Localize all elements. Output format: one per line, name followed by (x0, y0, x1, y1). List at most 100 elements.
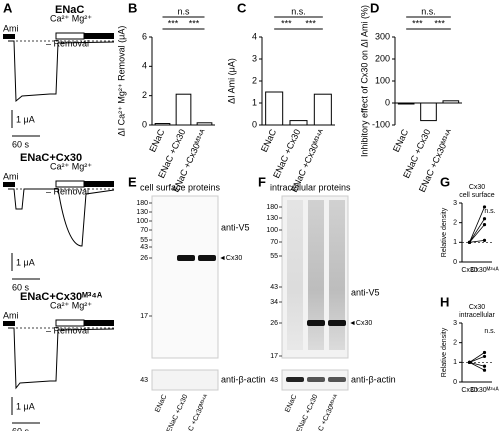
marker-label: 55 (270, 253, 278, 260)
ami-bar (84, 33, 114, 39)
point (482, 205, 487, 209)
chart-subtitle: intracellular (459, 312, 495, 319)
time-scale: 60 s (12, 139, 30, 149)
ions-label: Ca²⁺ Mg²⁺ (50, 13, 92, 23)
antibody-label: anti-V5 (351, 287, 380, 297)
smear (308, 200, 324, 350)
significance-label: *** (305, 18, 316, 28)
x-tick-label: Cx30ᴹ³⁴ᴬ (470, 266, 499, 274)
bar (313, 93, 332, 126)
bar (289, 120, 308, 126)
y-axis-label: Relative density (441, 327, 448, 377)
x-tick-label: ENaC (259, 127, 278, 153)
marker-label: 100 (136, 218, 148, 225)
bar (265, 91, 284, 126)
y-tick-label: 4 (252, 31, 257, 41)
chart-title: Cx30 (469, 184, 485, 191)
blot-band (328, 320, 346, 326)
significance-label: n.s. (484, 208, 495, 215)
y-tick-label: 100 (375, 75, 390, 85)
chart-title: Cx30 (469, 304, 485, 311)
panel-letter: D (370, 0, 379, 15)
actin-label: anti-β-actin (351, 374, 396, 384)
ami-label: Ami (3, 310, 19, 320)
blot-title: cell surface proteins (140, 182, 221, 192)
y-tick-label: 1 (453, 239, 457, 246)
ami-label: Ami (3, 23, 19, 33)
y-tick-label: 4 (142, 61, 147, 71)
y-tick-label: 0 (142, 119, 147, 129)
current-scale: 1 μA (16, 257, 35, 267)
smear (329, 200, 345, 350)
blot-band (177, 255, 195, 261)
ami-bar (3, 34, 15, 39)
band-label: ◄Cx30 (349, 320, 372, 327)
y-tick-label: 0 (385, 97, 390, 107)
x-tick-label: Cx30ᴹ³⁴ᴬ (470, 386, 499, 394)
x-tick-label: ENaC (391, 127, 410, 153)
point (482, 354, 487, 359)
panel-letter: F (258, 174, 266, 189)
ions-label: Ca²⁺ Mg²⁺ (50, 300, 92, 310)
y-tick-label: 3 (453, 200, 457, 207)
y-tick-label: 2 (252, 75, 257, 85)
y-tick-label: 2 (142, 90, 147, 100)
current-trace (8, 188, 115, 247)
significance-label: *** (168, 18, 179, 28)
bar (442, 100, 460, 104)
point (482, 364, 487, 368)
ami-bar (3, 321, 15, 326)
x-tick-label: ENaC (147, 127, 166, 153)
point (467, 360, 472, 364)
marker-label: 43 (270, 284, 278, 291)
smear (287, 200, 303, 350)
panel-letter: C (237, 0, 247, 15)
panel-letter: B (128, 0, 137, 15)
significance-label: *** (434, 18, 445, 28)
y-tick-label: 0 (252, 119, 257, 129)
removal-label: – Removal (46, 38, 89, 48)
bar (175, 93, 192, 126)
blot-band (198, 255, 216, 261)
actin-band (307, 377, 325, 382)
current-trace (8, 40, 115, 103)
current-trace (8, 327, 115, 390)
significance-label: n.s. (421, 6, 436, 16)
bar (420, 102, 437, 122)
y-tick-label: 2 (453, 340, 457, 347)
paired-line (469, 206, 485, 243)
actin-band (286, 377, 304, 382)
paired-line (469, 352, 485, 363)
y-tick-label: 1 (453, 359, 457, 366)
marker-label: 100 (266, 227, 278, 234)
marker-label: 34 (270, 299, 278, 306)
y-tick-label: 200 (375, 53, 390, 63)
panel-letter: E (128, 174, 137, 189)
removal-label: – Removal (46, 325, 89, 335)
marker-label: 43 (140, 244, 148, 251)
y-axis-label: Inhibitory effect of Cx30 on ΔI Ami (%) (359, 5, 369, 157)
actin-blot (151, 369, 219, 391)
y-tick-label: 2 (453, 220, 457, 227)
marker-label: 17 (140, 313, 148, 320)
significance-label: n.s. (291, 6, 306, 16)
significance-label: *** (412, 18, 423, 28)
y-axis-label: Relative density (441, 207, 448, 257)
actin-label: anti-β-actin (221, 374, 266, 384)
y-tick-label: 6 (142, 31, 147, 41)
panel-letter: A (3, 0, 13, 15)
panel-letter: G (440, 174, 450, 189)
y-tick-label: 1 (252, 97, 257, 107)
panel-letter: H (440, 294, 449, 309)
time-scale: 60 s (12, 426, 30, 431)
ami-bar (3, 182, 15, 187)
bar (397, 102, 415, 105)
trace-title: ENaC (55, 4, 84, 16)
lane-label: ENaC +Cx30 (296, 394, 320, 431)
significance-label: *** (189, 18, 200, 28)
y-tick-label: 0 (453, 379, 457, 386)
marker-label: 55 (140, 237, 148, 244)
lane-label: ENaC (284, 394, 298, 414)
point (482, 368, 487, 372)
